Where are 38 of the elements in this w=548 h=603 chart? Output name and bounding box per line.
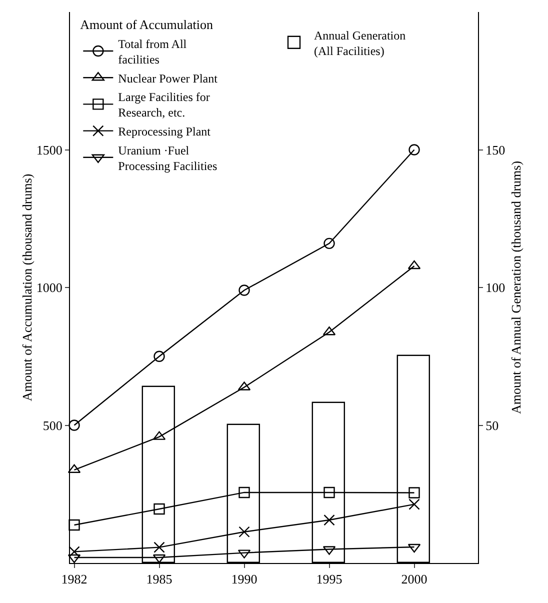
point — [68, 420, 80, 431]
legend-label: Annual Generation (All Facilities) — [314, 28, 406, 58]
point — [324, 514, 335, 526]
point — [408, 487, 420, 498]
x-tick-label: 1995 — [316, 572, 342, 587]
legend-label: Total from All facilities — [118, 36, 188, 66]
legend-label: Large Facilities for Research, etc. — [118, 90, 210, 120]
point — [324, 486, 335, 498]
y2-tick-label: 50 — [486, 418, 499, 433]
y2-axis-title: Amount of Annual Generation (thousand drums) — [508, 160, 524, 414]
point — [408, 144, 420, 156]
point — [154, 503, 165, 515]
x-tick-label: 1982 — [61, 572, 88, 587]
y2-tick-label: 150 — [486, 142, 506, 158]
legend-label: Nuclear Power Plant — [118, 71, 218, 86]
point — [152, 554, 166, 564]
point — [238, 526, 250, 538]
y-tick-label: 1500 — [36, 142, 62, 158]
legend-title: Amount of Accumulation — [80, 16, 214, 32]
point — [68, 519, 80, 531]
point — [324, 238, 335, 250]
legend-label: Reprocessing Plant — [118, 124, 212, 138]
y-tick-label: 1000 — [36, 280, 62, 296]
point — [68, 554, 81, 564]
point — [408, 498, 420, 510]
y-axis-title: Amount of Accumulation (thousand drums) — [19, 174, 34, 402]
point — [408, 544, 421, 553]
legend-label: Uranium ·Fuel Processing Facilities — [118, 143, 218, 173]
point — [238, 284, 250, 296]
y-tick-label: 500 — [42, 418, 62, 433]
x-tick-label: 1990 — [231, 572, 258, 587]
point — [154, 542, 165, 553]
y2-tick-label: 100 — [486, 280, 506, 296]
x-tick-label: 2000 — [401, 572, 428, 587]
x-tick-label: 1985 — [146, 572, 172, 587]
point — [238, 486, 250, 498]
point — [154, 350, 165, 362]
point — [408, 260, 421, 270]
